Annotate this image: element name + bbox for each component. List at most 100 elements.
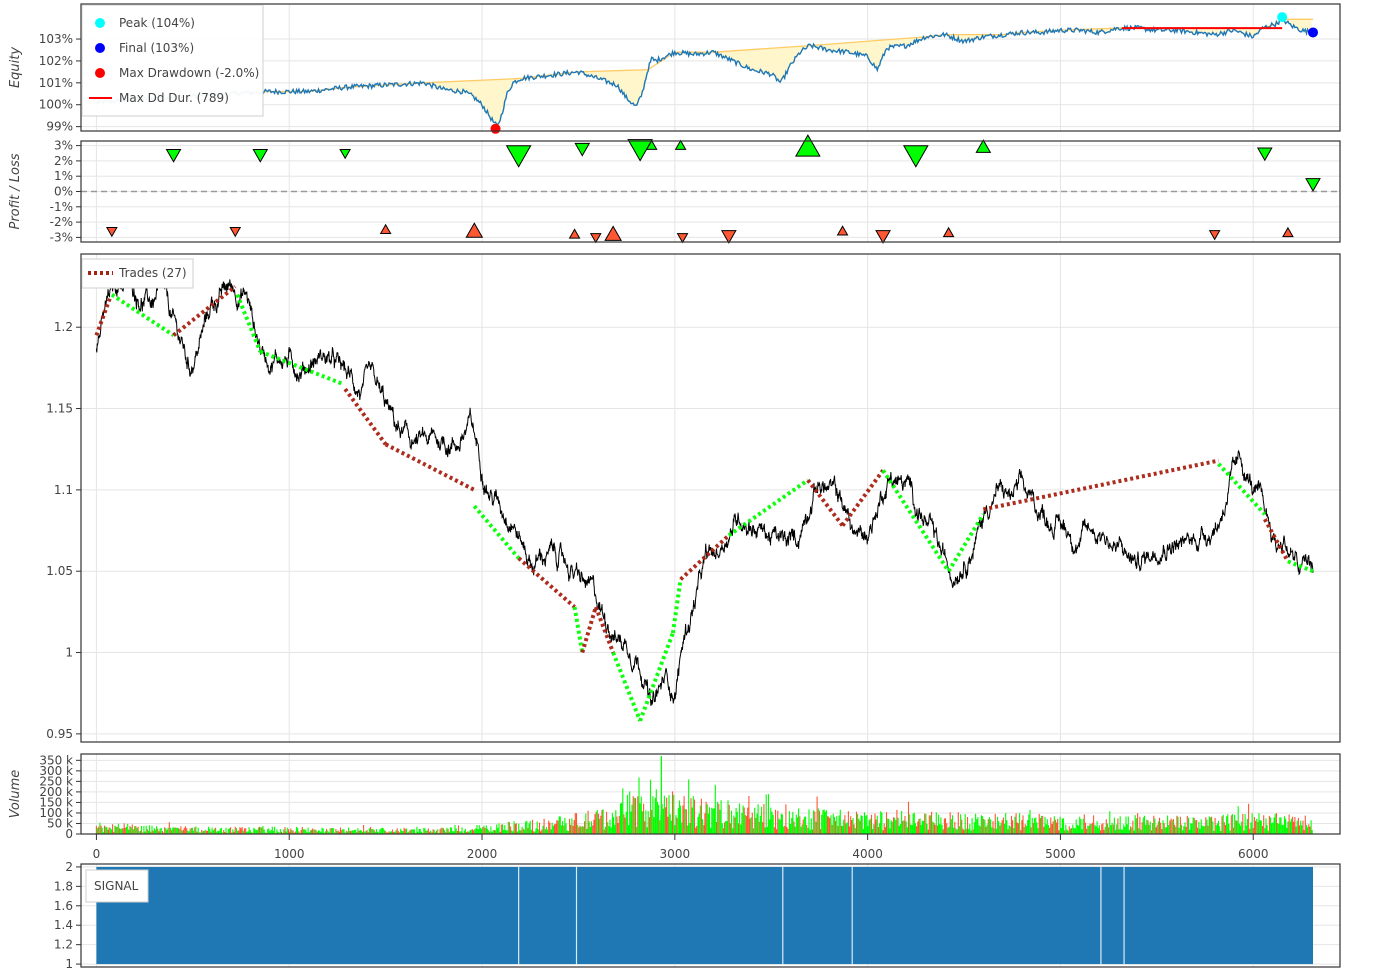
plot-frame [80, 3, 1341, 132]
y-tick-label: 200 k [39, 785, 73, 799]
x-tick-label: 3000 [660, 847, 691, 861]
trade-line [1263, 518, 1290, 563]
trade-pnl-marker [574, 142, 591, 157]
trade-line [727, 478, 810, 538]
max-drawdown-marker [490, 123, 501, 134]
trade-pnl-marker [379, 223, 392, 235]
equity-plot [95, 16, 1314, 126]
trade-pnl-marker [902, 145, 929, 168]
trade-line [982, 458, 1219, 512]
plot-frame [80, 753, 1341, 835]
trade-line [580, 606, 598, 654]
trade-pnl-marker [875, 230, 891, 244]
legend-label: Max Dd Dur. (789) [119, 91, 229, 105]
legend-label: Peak (104%) [119, 16, 195, 30]
trade-pnl-marker [505, 145, 532, 168]
trades-legend: Trades (27) [81, 258, 194, 289]
profit-loss-axis-label: Profit / Loss [8, 153, 23, 229]
trade-pnl-marker [720, 230, 737, 244]
y-tick-label: 1.1 [54, 483, 73, 497]
trade-pnl-marker [942, 226, 955, 238]
signal-panel: 1 1.2 1.4 1.6 1.8 2 SIGNAL [54, 860, 1341, 971]
y-tick-label: 103% [39, 32, 73, 46]
trade-pnl-marker [252, 149, 269, 163]
legend-label: Max Drawdown (-2.0%) [119, 66, 259, 80]
legend-label: Final (103%) [119, 41, 194, 55]
plot-frame [80, 140, 1341, 243]
trade-pnl-marker [676, 233, 689, 244]
trade-pnl-marker [1256, 147, 1273, 162]
volume-bars-down [95, 791, 1311, 834]
peak-marker [1277, 12, 1288, 23]
trade-pnl-marker [465, 222, 484, 238]
y-tick-label: 1.4 [54, 918, 73, 932]
trade-pnl-marker [339, 148, 352, 160]
trade-pnl-marker [1282, 226, 1294, 238]
y-tick-label: 1.8 [54, 879, 73, 893]
profit-loss-panel: 3%2%1% 0%-1%-2%-3% Profit / Loss [8, 134, 1341, 244]
signal-bars [96, 866, 1314, 965]
trade-line [946, 513, 986, 573]
y-tick-label: 1.6 [54, 899, 73, 913]
trade-pnl-marker [604, 225, 622, 241]
price-plot [94, 273, 1314, 722]
trade-line [94, 297, 112, 337]
drawdown-area [96, 19, 1313, 125]
trade-pnl-marker [795, 134, 821, 157]
trade-pnl-marker [568, 228, 581, 239]
plot-frame [80, 253, 1341, 743]
trade-line [572, 606, 585, 653]
y-tick-label: 50 k [47, 816, 73, 830]
y-tick-label: 0% [54, 185, 73, 199]
trade-line [517, 556, 576, 609]
y-tick-label: 350 k [39, 753, 73, 767]
y-tick-label: 1 [65, 957, 73, 971]
y-tick-label: -3% [50, 230, 73, 244]
volume-plot [95, 756, 1313, 834]
x-tick-label: 0 [93, 847, 101, 861]
trade-pnl-marker [645, 139, 658, 150]
y-tick-label: -1% [50, 200, 73, 214]
trade-line [881, 469, 951, 573]
y-tick-label: 0 [65, 827, 73, 841]
legend-label: Trades (27) [118, 266, 187, 280]
y-tick-label: 2% [54, 154, 73, 168]
equity-line [95, 16, 1313, 126]
trade-line [670, 579, 683, 634]
trade-line [1287, 559, 1314, 574]
x-tick-label: 1000 [274, 847, 305, 861]
price-panel: 0.95 1 1.05 1.1 1.15 1.2 Trades (27) [46, 253, 1341, 743]
y-tick-label: 1% [54, 169, 73, 183]
y-tick-label: 250 k [39, 774, 73, 788]
trade-line [110, 292, 175, 338]
y-tick-label: 300 k [39, 764, 73, 778]
trade-line [638, 632, 675, 722]
signal-legend: SIGNAL [85, 869, 149, 903]
y-tick-label: 1.05 [46, 564, 73, 578]
trade-line [235, 293, 263, 353]
equity-legend: Peak (104%) Final (103%) Max Drawdown (-2.… [81, 4, 264, 117]
volume-bars-up [97, 777, 1313, 834]
y-tick-label: 2 [65, 860, 73, 874]
trade-pnl-marker [627, 139, 653, 162]
trade-pnl-marker [165, 149, 182, 163]
trade-pnl-marker [1305, 178, 1321, 192]
volume-axis-label: Volume [8, 770, 23, 819]
y-tick-label: 1.2 [54, 320, 73, 334]
trade-line [472, 504, 521, 560]
trade-pnl-marker [589, 233, 602, 244]
legend-marker-circle [95, 68, 105, 78]
y-tick-label: 100 k [39, 806, 73, 820]
y-tick-label: 150 k [39, 795, 73, 809]
y-tick-label: 1.15 [46, 402, 73, 416]
legend-marker-circle [95, 18, 105, 28]
y-tick-label: 102% [39, 54, 73, 68]
equity-panel: 99% 100% 101% 102% 103% Equity Peak (104%) Fina… [8, 3, 1341, 134]
trade-pnl-marker [975, 139, 992, 153]
y-tick-label: 100% [39, 98, 73, 112]
trade-pnl-marker [1208, 230, 1221, 241]
final-marker [1308, 27, 1319, 38]
legend-box [85, 869, 149, 903]
